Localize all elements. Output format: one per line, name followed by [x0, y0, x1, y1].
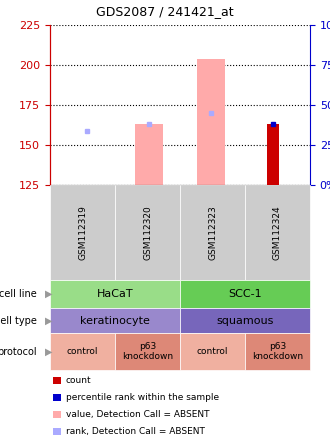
Text: count: count	[66, 376, 91, 385]
Bar	[197, 59, 225, 185]
Bar	[135, 124, 163, 185]
Bar	[267, 124, 279, 185]
Text: keratinocyte: keratinocyte	[80, 316, 150, 325]
Text: GSM112324: GSM112324	[273, 205, 282, 260]
Text: control: control	[67, 347, 98, 356]
Text: rank, Detection Call = ABSENT: rank, Detection Call = ABSENT	[66, 427, 204, 436]
Text: value, Detection Call = ABSENT: value, Detection Call = ABSENT	[66, 410, 209, 419]
Text: GSM112323: GSM112323	[208, 205, 217, 260]
Text: protocol: protocol	[0, 346, 37, 357]
Text: cell type: cell type	[0, 316, 37, 325]
Text: control: control	[197, 347, 228, 356]
Text: squamous: squamous	[216, 316, 274, 325]
Text: ▶: ▶	[45, 316, 52, 325]
Text: p63
knockdown: p63 knockdown	[122, 342, 173, 361]
Text: GDS2087 / 241421_at: GDS2087 / 241421_at	[96, 5, 234, 18]
Text: percentile rank within the sample: percentile rank within the sample	[66, 393, 219, 402]
Text: ▶: ▶	[45, 346, 52, 357]
Text: ▶: ▶	[45, 289, 52, 299]
Text: SCC-1: SCC-1	[228, 289, 262, 299]
Text: p63
knockdown: p63 knockdown	[252, 342, 303, 361]
Text: GSM112320: GSM112320	[143, 205, 152, 260]
Text: GSM112319: GSM112319	[78, 205, 87, 260]
Text: HaCaT: HaCaT	[97, 289, 133, 299]
Text: cell line: cell line	[0, 289, 37, 299]
